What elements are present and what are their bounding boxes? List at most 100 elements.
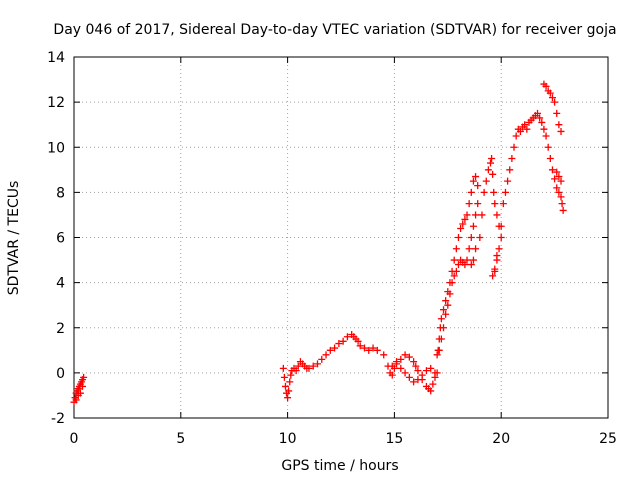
data-point <box>491 200 499 208</box>
data-point <box>555 173 563 181</box>
data-point <box>279 364 287 372</box>
data-point <box>478 211 486 219</box>
y-axis-label: SDTVAR / TECUs <box>6 181 22 296</box>
y-tick-label: -2 <box>51 411 65 427</box>
data-point <box>457 256 465 264</box>
data-point <box>467 261 475 269</box>
data-point <box>393 360 401 368</box>
data-point <box>480 188 488 196</box>
data-point <box>534 109 542 117</box>
x-tick-label: 25 <box>599 431 617 447</box>
data-point <box>504 177 512 185</box>
data-point <box>484 166 492 174</box>
data-point <box>440 306 448 314</box>
y-tick-label: 0 <box>56 366 65 382</box>
data-point <box>459 220 467 228</box>
x-axis-label: GPS time / hours <box>281 458 398 474</box>
data-point <box>454 261 462 269</box>
data-point <box>491 265 499 273</box>
data-point <box>521 121 529 129</box>
data-point <box>472 245 480 253</box>
data-point <box>457 224 465 232</box>
data-point <box>448 279 456 287</box>
data-point <box>280 373 288 381</box>
data-point <box>555 121 563 129</box>
data-points <box>70 80 567 406</box>
data-point <box>548 94 556 102</box>
data-point <box>557 127 565 135</box>
data-point <box>516 127 524 135</box>
data-point <box>360 344 368 352</box>
data-point <box>339 337 347 345</box>
data-point <box>335 340 343 348</box>
data-point <box>501 188 509 196</box>
data-point <box>559 206 567 214</box>
data-point <box>474 182 482 190</box>
data-point <box>331 344 339 352</box>
data-point <box>388 371 396 379</box>
data-point <box>482 177 490 185</box>
data-point <box>495 245 503 253</box>
data-point <box>493 211 501 219</box>
data-point <box>427 364 435 372</box>
data-point <box>452 245 460 253</box>
data-point <box>546 89 554 97</box>
data-point <box>512 132 520 140</box>
data-point <box>551 175 559 183</box>
data-point <box>435 346 443 354</box>
data-point <box>414 376 422 384</box>
data-point <box>542 132 550 140</box>
data-point <box>450 256 458 264</box>
data-point <box>489 170 497 178</box>
x-tick-label: 5 <box>176 431 185 447</box>
data-point <box>410 378 418 386</box>
data-point <box>499 200 507 208</box>
data-point <box>463 211 471 219</box>
data-point <box>427 387 435 395</box>
data-point <box>422 367 430 375</box>
y-tick-label: 4 <box>56 276 65 292</box>
data-point <box>286 378 294 386</box>
data-point <box>463 256 471 264</box>
x-tick-label: 20 <box>492 431 510 447</box>
data-point <box>444 301 452 309</box>
data-point <box>397 364 405 372</box>
data-point <box>414 367 422 375</box>
data-point <box>429 380 437 388</box>
data-point <box>506 166 514 174</box>
data-point <box>405 373 413 381</box>
data-point <box>469 222 477 230</box>
data-point <box>326 346 334 354</box>
data-point <box>551 98 559 106</box>
data-point <box>380 351 388 359</box>
data-point <box>467 234 475 241</box>
data-point <box>497 222 505 230</box>
data-point <box>450 272 458 280</box>
data-point <box>461 215 469 223</box>
y-tick-label: 10 <box>47 140 65 156</box>
data-point <box>76 389 84 397</box>
data-point <box>284 394 292 402</box>
data-point <box>440 324 448 332</box>
data-point <box>493 252 501 260</box>
data-point <box>510 143 518 151</box>
y-tick-label: 12 <box>47 95 65 111</box>
data-point <box>418 371 426 379</box>
data-point <box>314 360 322 368</box>
data-point <box>469 256 477 264</box>
data-point <box>410 358 418 366</box>
data-point <box>474 200 482 208</box>
data-point <box>431 369 439 377</box>
data-point <box>488 155 496 163</box>
data-point <box>442 310 450 318</box>
y-axis: -2 0 2 4 6 8 10 12 14 <box>47 50 608 427</box>
data-point <box>542 82 550 90</box>
data-point <box>546 155 554 163</box>
data-point <box>544 143 552 151</box>
data-point <box>442 297 450 305</box>
data-point <box>452 267 460 275</box>
data-point <box>555 188 563 196</box>
data-point <box>437 335 445 343</box>
y-tick-label: 6 <box>56 231 65 247</box>
data-point <box>318 355 326 363</box>
